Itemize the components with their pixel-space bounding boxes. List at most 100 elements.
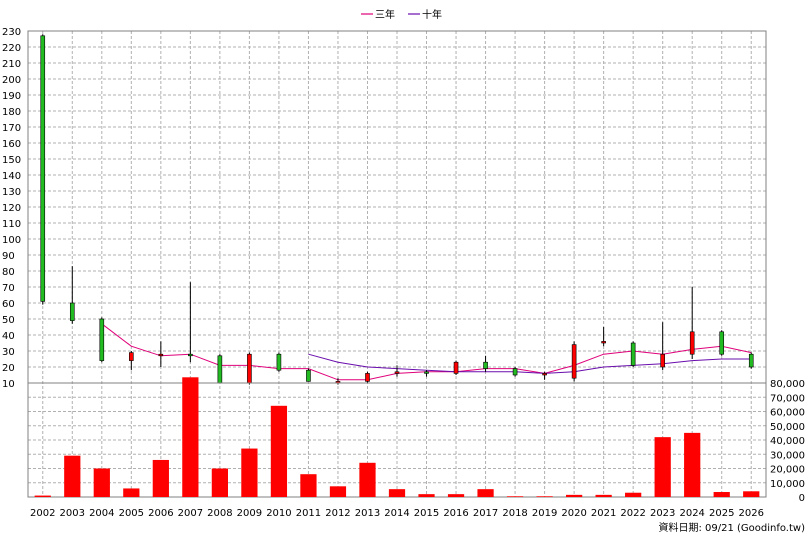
volume-tick-label: 40,000 bbox=[770, 436, 805, 447]
x-tick-label: 2016 bbox=[443, 508, 468, 519]
price-tick-label: 40 bbox=[2, 331, 15, 342]
candle-body bbox=[276, 353, 282, 371]
volume-bar bbox=[684, 432, 701, 497]
volume-tick-label: 30,000 bbox=[770, 450, 805, 461]
candle-body bbox=[306, 369, 311, 382]
price-tick-label: 130 bbox=[2, 187, 21, 198]
volume-bar bbox=[388, 489, 406, 497]
volume-tick-label: 50,000 bbox=[770, 422, 805, 433]
volume-bar bbox=[654, 437, 671, 497]
x-tick-label: 2020 bbox=[561, 508, 586, 519]
volume-bar bbox=[211, 468, 228, 497]
candle-body bbox=[601, 341, 606, 344]
volume-bar bbox=[329, 486, 347, 497]
price-tick-label: 190 bbox=[2, 91, 21, 102]
volume-tick-label: 70,000 bbox=[770, 393, 805, 404]
x-tick-label: 2014 bbox=[384, 508, 409, 519]
candle-body bbox=[247, 353, 252, 384]
x-tick-label: 2015 bbox=[414, 508, 439, 519]
x-tick-label: 2024 bbox=[679, 508, 704, 519]
volume-panel: 0 10,000 20,000 30,000 40,000 50,000 60,000 70,… bbox=[27, 377, 805, 504]
candle-body bbox=[542, 373, 547, 376]
volume-bar bbox=[241, 448, 258, 497]
price-tick-label: 170 bbox=[2, 123, 21, 134]
x-tick-label: 2005 bbox=[119, 508, 144, 519]
price-panel: 10 20 30 40 50 60 70 80 90 100 110 120 130 140 150 160 1… bbox=[2, 27, 767, 497]
price-tick-label: 230 bbox=[2, 27, 21, 38]
candle-body bbox=[188, 353, 193, 357]
price-tick-label: 210 bbox=[2, 59, 21, 70]
volume-bar bbox=[34, 495, 51, 497]
candle-body bbox=[129, 352, 134, 361]
price-tick-label: 150 bbox=[2, 155, 21, 166]
volume-bar bbox=[743, 491, 760, 497]
price-tick-label: 90 bbox=[2, 251, 15, 262]
x-tick-label: 2007 bbox=[178, 508, 203, 519]
candle-body bbox=[394, 371, 400, 374]
x-tick-label: 2003 bbox=[60, 508, 85, 519]
price-tick-label: 50 bbox=[2, 315, 15, 326]
candle-body bbox=[689, 331, 695, 355]
price-tick-label: 160 bbox=[2, 139, 21, 150]
legend-label-10yr: 十年 bbox=[422, 8, 442, 21]
source-note: 資料日期: 09/21 (Goodinfo.tw) bbox=[658, 521, 805, 534]
legend: 三年 十年 bbox=[361, 8, 442, 21]
x-tick-label: 2006 bbox=[148, 508, 173, 519]
price-tick-label: 110 bbox=[2, 219, 21, 230]
volume-bar bbox=[182, 377, 199, 497]
price-tick-label: 60 bbox=[2, 299, 15, 310]
x-tick-label: 2004 bbox=[89, 508, 114, 519]
volume-bar bbox=[447, 494, 465, 497]
x-tick-label: 2018 bbox=[502, 508, 527, 519]
price-tick-label: 140 bbox=[2, 171, 21, 182]
volume-bar bbox=[270, 405, 288, 497]
x-tick-label: 2022 bbox=[620, 508, 645, 519]
price-tick-label: 120 bbox=[2, 203, 21, 214]
price-tick-label: 220 bbox=[2, 43, 21, 54]
x-tick-label: 2021 bbox=[591, 508, 616, 519]
x-tick-label: 2009 bbox=[237, 508, 262, 519]
volume-bar bbox=[123, 488, 140, 497]
x-tick-label: 2013 bbox=[355, 508, 380, 519]
x-tick-label: 2008 bbox=[207, 508, 232, 519]
x-tick-label: 2023 bbox=[650, 508, 675, 519]
x-tick-label: 2019 bbox=[532, 508, 557, 519]
volume-tick-label: 60,000 bbox=[770, 408, 805, 419]
x-axis: 2002 2003 2004 2005 2006 2007 2008 2009 2010 2011… bbox=[30, 508, 764, 519]
volume-tick-label: 10,000 bbox=[770, 479, 805, 490]
candle-body bbox=[748, 353, 754, 368]
price-tick-label: 180 bbox=[2, 107, 21, 118]
candle-body bbox=[158, 353, 164, 357]
x-tick-label: 2012 bbox=[325, 508, 350, 519]
volume-bar bbox=[625, 492, 642, 497]
candle-body bbox=[69, 302, 75, 321]
x-tick-label: 2010 bbox=[266, 508, 291, 519]
volume-bar bbox=[152, 459, 169, 497]
candle-body bbox=[453, 361, 459, 374]
price-tick-label: 80 bbox=[2, 267, 15, 278]
volume-bar bbox=[506, 496, 524, 497]
candle-body bbox=[512, 368, 518, 376]
candle-body bbox=[99, 318, 105, 361]
legend-label-3yr: 三年 bbox=[375, 8, 395, 21]
price-tick-label: 10 bbox=[2, 379, 15, 390]
volume-bar bbox=[64, 455, 81, 497]
volume-bar bbox=[300, 474, 317, 497]
price-tick-label: 100 bbox=[2, 235, 21, 246]
x-tick-label: 2011 bbox=[296, 508, 321, 519]
candle-body bbox=[483, 361, 488, 369]
candle-body bbox=[217, 355, 223, 384]
volume-bar bbox=[595, 494, 612, 497]
volume-bar bbox=[713, 492, 730, 497]
candle-body bbox=[719, 331, 725, 355]
price-tick-label: 30 bbox=[2, 347, 15, 358]
volume-bar bbox=[359, 462, 376, 497]
volume-bar bbox=[566, 494, 583, 497]
x-tick-label: 2025 bbox=[709, 508, 734, 519]
volume-tick-label: 20,000 bbox=[770, 465, 805, 476]
x-tick-label: 2017 bbox=[473, 508, 498, 519]
volume-bar bbox=[93, 468, 110, 497]
volume-bar bbox=[477, 489, 494, 497]
volume-bar bbox=[536, 496, 553, 497]
